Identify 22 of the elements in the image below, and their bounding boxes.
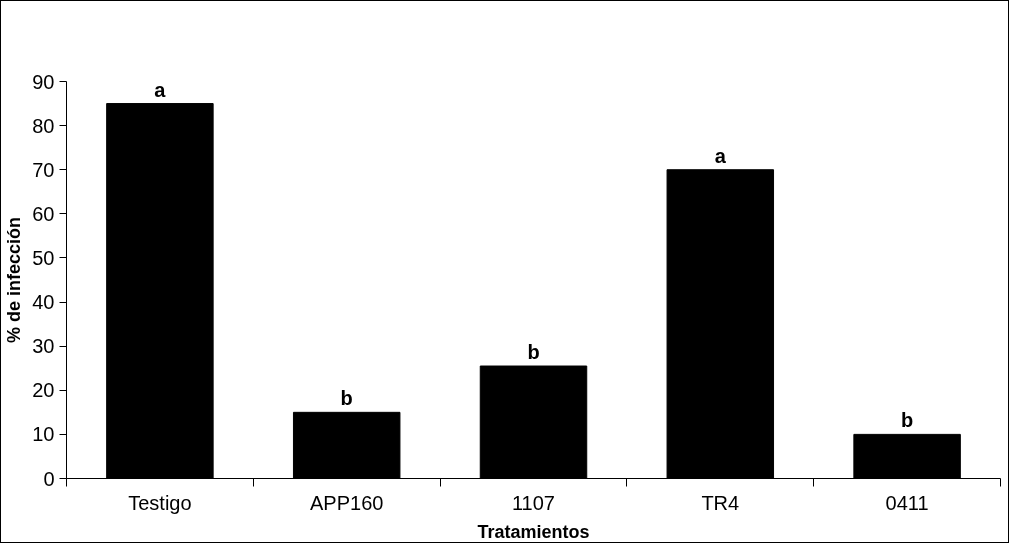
annotation: b (527, 341, 540, 364)
x-tick-label: APP160 (310, 491, 384, 514)
y-tick-label: 70 (32, 158, 55, 181)
annotation: b (340, 387, 353, 410)
y-axis-title: % de infección (4, 216, 25, 344)
y-tick-label: 0 (43, 467, 55, 490)
y-tick-label: 90 (32, 70, 55, 93)
annotation: a (154, 78, 167, 101)
x-tick-label: 1107 (512, 491, 556, 514)
x-tick-label: Testigo (128, 491, 192, 514)
y-tick-label: 50 (32, 246, 55, 269)
y-tick-label: 40 (32, 291, 55, 314)
x-axis-title: Tratamientos (477, 521, 590, 542)
annotation: a (714, 144, 727, 167)
y-tick-label: 20 (32, 379, 55, 402)
y-tick-label: 80 (32, 114, 55, 137)
y-tick-label: 10 (32, 423, 55, 446)
y-tick-label: 60 (32, 202, 55, 225)
x-tick-label: TR4 (701, 491, 740, 514)
x-tick-label: 0411 (885, 491, 929, 514)
y-tick-label: 30 (32, 335, 55, 358)
annotation: b (900, 409, 914, 432)
